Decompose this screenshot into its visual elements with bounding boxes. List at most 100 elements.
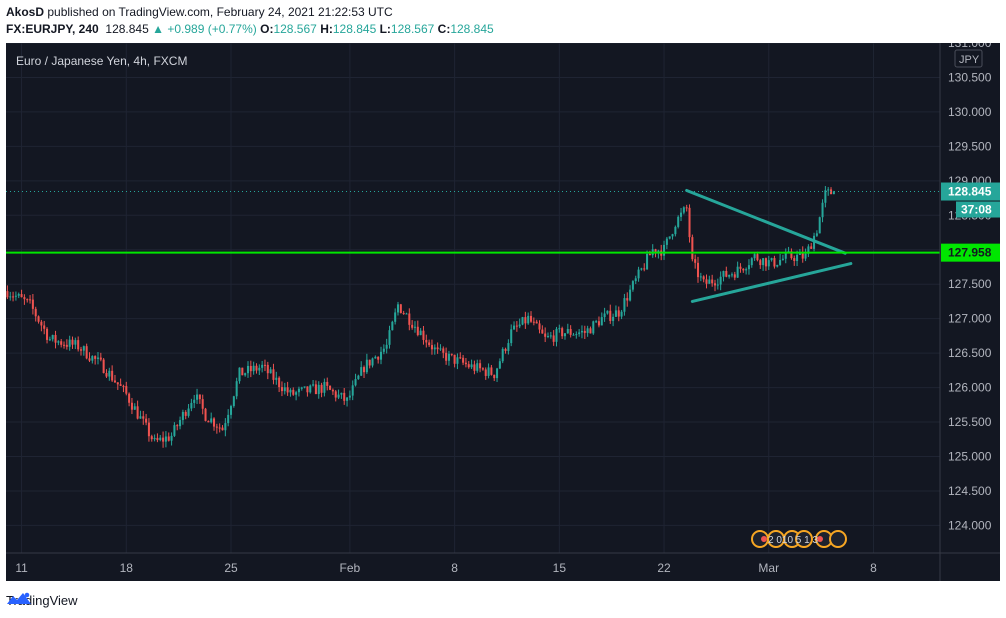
candle-body[interactable] — [275, 377, 278, 380]
candle-body[interactable] — [57, 341, 60, 343]
event-marker-icon[interactable] — [829, 530, 847, 548]
candle-body[interactable] — [14, 295, 17, 297]
candle-body[interactable] — [184, 411, 187, 416]
candle-body[interactable] — [762, 258, 765, 266]
candle-body[interactable] — [297, 388, 300, 393]
candle-body[interactable] — [685, 207, 688, 209]
candle-body[interactable] — [801, 252, 804, 259]
candle-body[interactable] — [767, 260, 770, 267]
candle-body[interactable] — [708, 279, 711, 284]
candle-body[interactable] — [702, 276, 705, 280]
candle-body[interactable] — [218, 427, 221, 429]
last-price-badge[interactable] — [941, 182, 1000, 201]
candle-body[interactable] — [490, 367, 493, 375]
candle-body[interactable] — [544, 333, 547, 337]
candle-body[interactable] — [60, 341, 63, 345]
candlestick-chart[interactable]: Euro / Japanese Yen, 4h, FXCM 124.000 124.… — [6, 43, 1000, 581]
candle-body[interactable] — [244, 373, 247, 376]
candle-body[interactable] — [603, 313, 606, 318]
candle-body[interactable] — [303, 386, 306, 388]
candle-body[interactable] — [246, 365, 250, 374]
candle-body[interactable] — [343, 392, 346, 401]
candle-body[interactable] — [255, 365, 258, 371]
candle-body[interactable] — [484, 369, 487, 376]
candle-body[interactable] — [586, 328, 589, 333]
candle-body[interactable] — [232, 396, 235, 407]
candle-body[interactable] — [747, 265, 750, 270]
candle-body[interactable] — [405, 313, 408, 315]
candle-body[interactable] — [258, 367, 261, 371]
candle-body[interactable] — [595, 321, 598, 323]
candle-body[interactable] — [167, 436, 170, 441]
candle-body[interactable] — [558, 328, 561, 330]
candle-body[interactable] — [445, 352, 448, 361]
candle-body[interactable] — [374, 356, 377, 359]
candle-body[interactable] — [48, 339, 51, 341]
candle-body[interactable] — [467, 364, 470, 368]
candle-body[interactable] — [317, 384, 320, 395]
candle-body[interactable] — [668, 236, 671, 239]
candle-body[interactable] — [716, 284, 719, 286]
candle-body[interactable] — [249, 365, 252, 372]
candle-body[interactable] — [125, 386, 128, 394]
candle-body[interactable] — [238, 367, 241, 382]
candle-body[interactable] — [476, 363, 479, 371]
candle-body[interactable] — [745, 269, 748, 271]
candle-body[interactable] — [82, 346, 85, 351]
candle-body[interactable] — [507, 343, 510, 351]
candle-body[interactable] — [139, 416, 142, 419]
candle-body[interactable] — [193, 399, 196, 403]
candle-body[interactable] — [91, 356, 94, 361]
candle-body[interactable] — [351, 385, 354, 396]
candle-body[interactable] — [563, 333, 567, 337]
candle-body[interactable] — [535, 321, 538, 324]
candle-body[interactable] — [671, 234, 674, 237]
candle-body[interactable] — [105, 372, 108, 377]
candle-body[interactable] — [827, 189, 830, 191]
candle-body[interactable] — [388, 330, 391, 345]
candle-body[interactable] — [312, 384, 315, 386]
candle-body[interactable] — [12, 296, 15, 298]
candle-body[interactable] — [63, 344, 66, 346]
candle-body[interactable] — [524, 317, 527, 324]
candle-body[interactable] — [51, 334, 54, 340]
candle-body[interactable] — [130, 402, 133, 410]
candle-body[interactable] — [493, 374, 496, 379]
candle-body[interactable] — [79, 349, 83, 351]
candle-body[interactable] — [719, 276, 722, 285]
candle-body[interactable] — [74, 340, 77, 345]
candle-body[interactable] — [371, 358, 374, 366]
candle-body[interactable] — [654, 249, 657, 254]
candle-body[interactable] — [337, 394, 340, 398]
candle-body[interactable] — [40, 321, 43, 326]
candle-body[interactable] — [145, 418, 148, 423]
candle-body[interactable] — [23, 297, 26, 300]
candle-body[interactable] — [365, 359, 368, 373]
candle-body[interactable] — [210, 418, 213, 423]
candle-body[interactable] — [430, 345, 433, 350]
candle-body[interactable] — [487, 367, 490, 376]
candle-body[interactable] — [416, 326, 419, 336]
support-level-badge[interactable] — [941, 243, 1000, 262]
candle-body[interactable] — [278, 377, 281, 388]
candle-body[interactable] — [750, 258, 753, 266]
candle-body[interactable] — [99, 357, 102, 360]
candle-body[interactable] — [122, 385, 125, 387]
candle-body[interactable] — [569, 328, 572, 335]
candle-body[interactable] — [422, 330, 425, 340]
candle-body[interactable] — [756, 254, 759, 261]
candle-body[interactable] — [617, 310, 620, 317]
candle-body[interactable] — [207, 420, 210, 423]
candle-body[interactable] — [781, 258, 784, 260]
candle-body[interactable] — [773, 258, 776, 267]
candle-body[interactable] — [20, 294, 23, 298]
candle-body[interactable] — [790, 251, 793, 259]
candle-body[interactable] — [289, 389, 292, 393]
candle-body[interactable] — [646, 253, 649, 270]
candle-body[interactable] — [314, 384, 317, 395]
candle-body[interactable] — [252, 365, 255, 372]
candle-body[interactable] — [329, 385, 332, 390]
candle-body[interactable] — [705, 279, 708, 284]
candle-body[interactable] — [459, 357, 462, 359]
candle-body[interactable] — [181, 411, 184, 421]
